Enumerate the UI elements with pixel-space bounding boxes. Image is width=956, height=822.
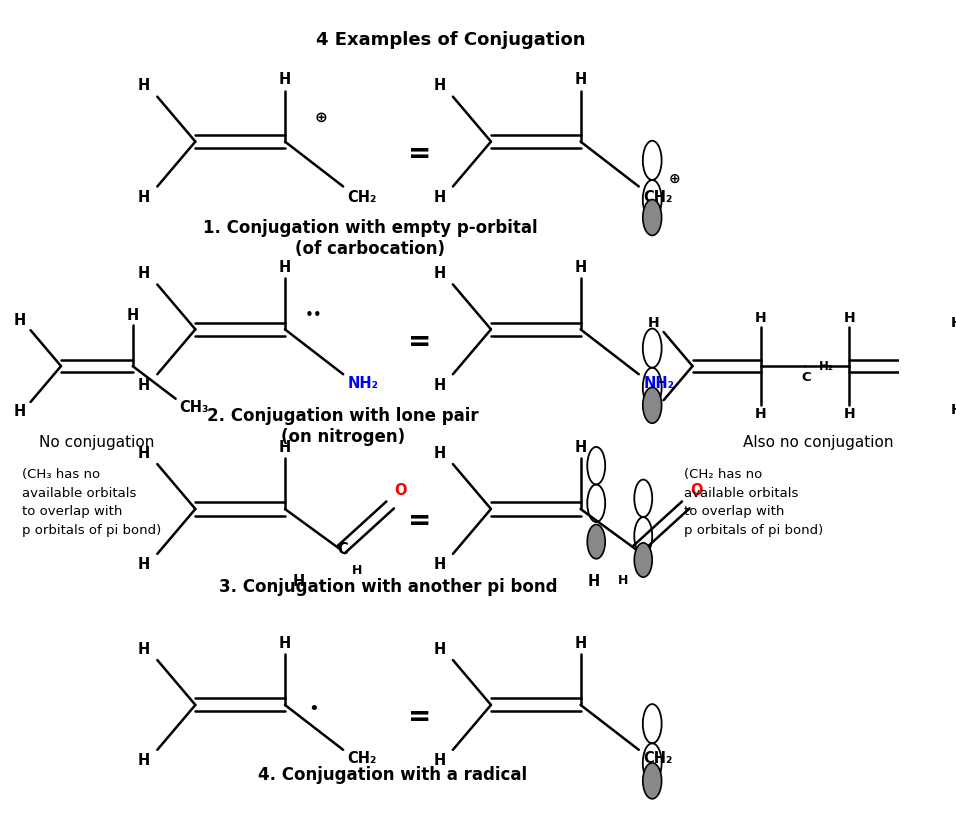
Text: C: C (802, 371, 812, 384)
Text: H: H (647, 316, 659, 330)
Text: ⊕: ⊕ (315, 109, 327, 125)
Text: CH₂: CH₂ (348, 751, 377, 766)
Text: H: H (433, 642, 445, 657)
Text: H: H (433, 266, 445, 281)
Text: H: H (575, 635, 587, 651)
Text: 3. Conjugation with another pi bond: 3. Conjugation with another pi bond (219, 579, 557, 597)
Text: H: H (138, 642, 150, 657)
Text: H: H (138, 753, 150, 768)
Text: O: O (395, 483, 407, 498)
Text: •: • (309, 700, 319, 718)
Text: H: H (13, 404, 26, 419)
Ellipse shape (587, 524, 605, 559)
Text: 4 Examples of Conjugation: 4 Examples of Conjugation (315, 31, 585, 49)
Ellipse shape (642, 387, 662, 423)
Text: H: H (755, 408, 767, 422)
Text: H: H (279, 440, 291, 455)
Text: H: H (950, 403, 956, 417)
Text: H: H (433, 190, 445, 205)
Text: H: H (843, 408, 855, 422)
Text: O: O (690, 483, 703, 498)
Text: H: H (126, 307, 139, 323)
Text: H: H (138, 190, 150, 205)
Text: NH₂: NH₂ (348, 376, 379, 391)
Text: CH₂: CH₂ (348, 190, 377, 205)
Text: H: H (433, 557, 445, 572)
Text: 2. Conjugation with lone pair
(on nitrogen): 2. Conjugation with lone pair (on nitrog… (207, 407, 479, 446)
Text: CH₂: CH₂ (643, 190, 673, 205)
Text: ••: •• (305, 307, 323, 322)
Text: H: H (575, 440, 587, 455)
Text: H: H (575, 260, 587, 275)
Text: 4. Conjugation with a radical: 4. Conjugation with a radical (258, 766, 527, 784)
Text: H: H (433, 753, 445, 768)
Text: H: H (433, 377, 445, 393)
Text: H: H (575, 72, 587, 87)
Text: =: = (407, 328, 431, 356)
Text: H: H (588, 575, 600, 589)
Text: H: H (755, 311, 767, 325)
Text: =: = (407, 507, 431, 535)
Text: ⊕: ⊕ (669, 171, 681, 185)
Text: H: H (138, 446, 150, 461)
Text: (CH₂ has no
available orbitals
to overlap with
p orbitals of pi bond): (CH₂ has no available orbitals to overla… (684, 469, 823, 537)
Text: H: H (950, 316, 956, 330)
Text: =: = (407, 140, 431, 168)
Text: H: H (618, 575, 628, 587)
Text: H: H (647, 403, 659, 417)
Text: CH₃: CH₃ (179, 400, 208, 415)
Ellipse shape (642, 763, 662, 799)
Text: H: H (138, 557, 150, 572)
Text: H: H (138, 78, 150, 94)
Text: H: H (279, 260, 291, 275)
Text: H: H (433, 446, 445, 461)
Text: H: H (352, 565, 362, 578)
Text: H: H (13, 312, 26, 328)
Text: H: H (279, 72, 291, 87)
Text: Also no conjugation: Also no conjugation (743, 436, 894, 450)
Text: H₂: H₂ (819, 360, 835, 373)
Text: =: = (407, 703, 431, 731)
Text: H: H (843, 311, 855, 325)
Ellipse shape (642, 200, 662, 235)
Text: H: H (138, 377, 150, 393)
Text: C: C (337, 543, 348, 557)
Text: No conjugation: No conjugation (39, 436, 155, 450)
Text: NH₂: NH₂ (643, 376, 674, 391)
Text: CH₂: CH₂ (643, 751, 673, 766)
Text: H: H (433, 78, 445, 94)
Text: H: H (279, 635, 291, 651)
Text: (CH₃ has no
available orbitals
to overlap with
p orbitals of pi bond): (CH₃ has no available orbitals to overla… (23, 469, 162, 537)
Ellipse shape (634, 543, 652, 577)
Text: H: H (293, 575, 305, 589)
Text: H: H (138, 266, 150, 281)
Text: 1. Conjugation with empty p-orbital
(of carbocation): 1. Conjugation with empty p-orbital (of … (203, 219, 537, 258)
